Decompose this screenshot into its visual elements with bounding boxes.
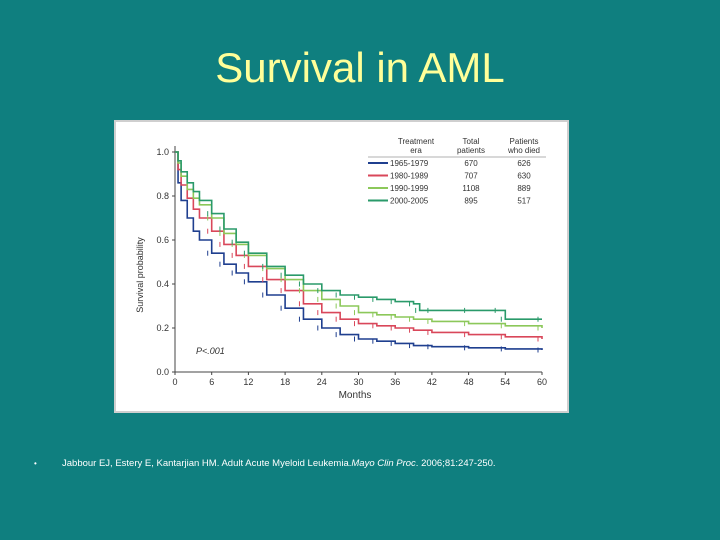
legend-died: 630 [517, 172, 531, 181]
chart-axes: 0.0 0.2 0.4 0.6 0.8 1.0 0 6 12 18 24 30 36 42 48 54 60 [156, 146, 547, 387]
legend-total: 1108 [462, 184, 480, 193]
citation-authors: Jabbour EJ, Estery E, Kantarjian HM. Adu… [62, 458, 352, 469]
y-tick-label: 0.4 [156, 279, 169, 289]
y-tick-label: 0.0 [156, 367, 169, 377]
x-tick-label: 60 [537, 377, 547, 387]
citation: • Jabbour EJ, Estery E, Kantarjian HM. Ad… [34, 457, 694, 471]
survival-curve-1990-1999 [175, 151, 543, 328]
legend-header: Total [463, 137, 480, 146]
legend-header: patients [457, 146, 485, 155]
legend-era: 2000-2005 [390, 197, 429, 206]
y-tick-label: 0.6 [156, 235, 169, 245]
slide-title: Survival in AML [215, 44, 505, 91]
chart-curves [175, 151, 543, 353]
survival-figure: 0.0 0.2 0.4 0.6 0.8 1.0 0 6 12 18 24 30 36 42 48 54 60 T… [114, 120, 569, 413]
x-tick-label: 54 [500, 377, 510, 387]
citation-journal: Mayo Clin Proc [351, 458, 416, 469]
y-axis-label: Survival probability [135, 237, 145, 313]
survival-curve-1980-1989 [175, 151, 543, 339]
y-tick-label: 1.0 [156, 147, 169, 157]
x-tick-label: 18 [280, 377, 290, 387]
survival-chart: 0.0 0.2 0.4 0.6 0.8 1.0 0 6 12 18 24 30 36 42 48 54 60 T… [135, 137, 547, 401]
x-tick-label: 0 [172, 377, 177, 387]
bullet: • [34, 459, 37, 468]
legend-total: 707 [464, 172, 478, 181]
x-tick-label: 30 [353, 377, 363, 387]
y-tick-label: 0.8 [156, 191, 169, 201]
x-tick-label: 12 [243, 377, 253, 387]
legend-era: 1965-1979 [390, 159, 429, 168]
x-tick-label: 6 [209, 377, 214, 387]
legend-died: 517 [517, 197, 531, 206]
p-value-annotation: P<.001 [196, 346, 225, 356]
legend-era: 1980-1989 [390, 172, 429, 181]
legend-header: era [410, 146, 422, 155]
legend-total: 670 [464, 159, 478, 168]
legend-header: who died [507, 146, 540, 155]
legend-died: 626 [517, 159, 531, 168]
x-tick-label: 48 [464, 377, 474, 387]
x-axis-label: Months [339, 390, 372, 401]
survival-curve-1965-1979 [175, 151, 543, 350]
x-tick-label: 42 [427, 377, 437, 387]
x-tick-label: 36 [390, 377, 400, 387]
legend-died: 889 [517, 184, 531, 193]
citation-details: . 2006;81:247-250. [415, 458, 496, 469]
y-tick-label: 0.2 [156, 323, 169, 333]
legend-total: 895 [464, 197, 478, 206]
survival-curve-2000-2005 [175, 151, 542, 320]
x-tick-label: 24 [317, 377, 327, 387]
legend-header: Treatment [398, 137, 435, 146]
legend-header: Patients [510, 137, 539, 146]
legend-era: 1990-1999 [390, 184, 429, 193]
